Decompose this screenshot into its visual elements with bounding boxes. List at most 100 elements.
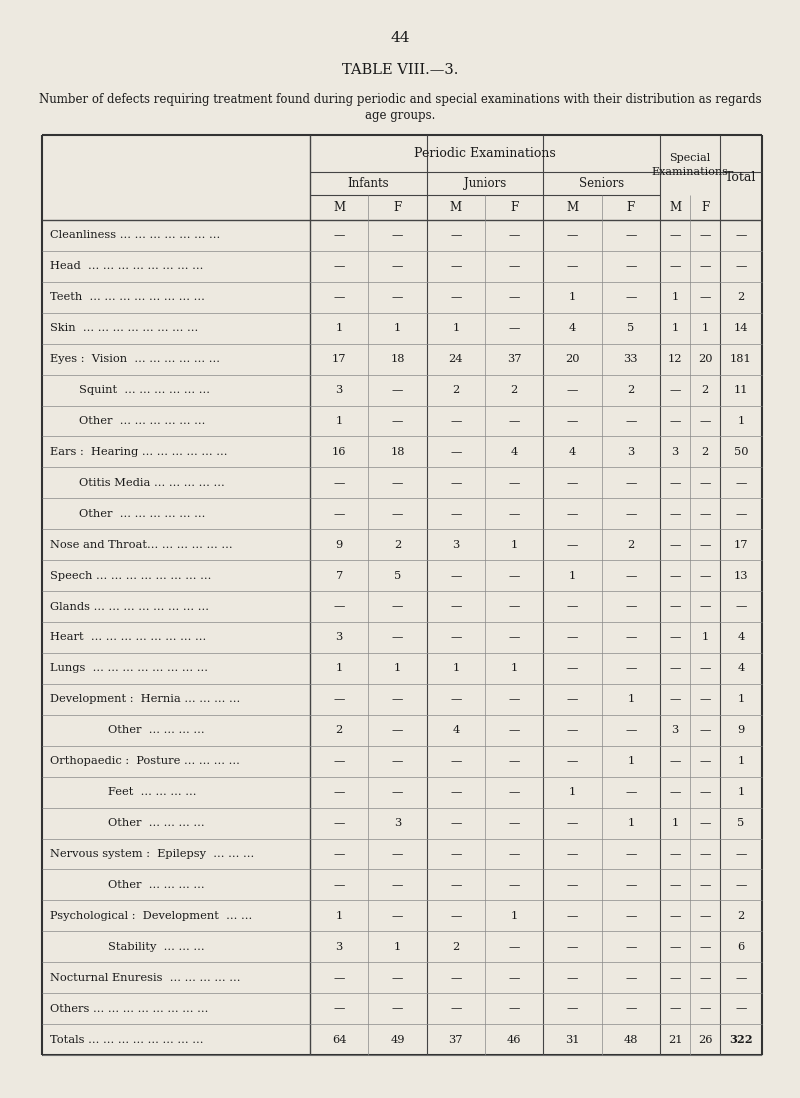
Text: 1: 1 [627, 694, 634, 704]
Text: —: — [670, 787, 681, 797]
Text: 26: 26 [698, 1034, 712, 1044]
Text: —: — [509, 1004, 520, 1013]
Text: 1: 1 [738, 694, 745, 704]
Text: 1: 1 [510, 663, 518, 673]
Text: —: — [670, 602, 681, 612]
Text: —: — [670, 973, 681, 983]
Text: —: — [392, 508, 403, 518]
Text: Otitis Media … … … … …: Otitis Media … … … … … [50, 478, 225, 488]
Text: 1: 1 [671, 818, 678, 828]
Text: 49: 49 [390, 1034, 405, 1044]
Text: 4: 4 [738, 663, 745, 673]
Text: 2: 2 [452, 385, 459, 395]
Text: —: — [392, 694, 403, 704]
Text: —: — [392, 726, 403, 736]
Text: 3: 3 [335, 385, 342, 395]
Text: 2: 2 [702, 385, 709, 395]
Text: Number of defects requiring treatment found during periodic and special examinat: Number of defects requiring treatment fo… [38, 93, 762, 107]
Text: Others … … … … … … … …: Others … … … … … … … … [50, 1004, 208, 1013]
Text: —: — [735, 231, 746, 240]
Text: —: — [699, 757, 710, 766]
Text: M: M [669, 201, 681, 214]
Text: —: — [735, 261, 746, 271]
Text: —: — [567, 416, 578, 426]
Text: 37: 37 [507, 355, 522, 365]
Text: 44: 44 [390, 31, 410, 45]
Text: 12: 12 [668, 355, 682, 365]
Text: —: — [567, 694, 578, 704]
Text: Feet  … … … …: Feet … … … … [50, 787, 197, 797]
Text: —: — [625, 231, 637, 240]
Text: —: — [509, 787, 520, 797]
Text: —: — [392, 478, 403, 488]
Text: —: — [625, 849, 637, 859]
Text: 5: 5 [738, 818, 745, 828]
Text: Other  … … … … … …: Other … … … … … … [50, 508, 206, 518]
Text: —: — [567, 911, 578, 921]
Text: 2: 2 [627, 385, 634, 395]
Text: 1: 1 [569, 787, 576, 797]
Text: 48: 48 [623, 1034, 638, 1044]
Text: 5: 5 [394, 571, 401, 581]
Text: —: — [567, 385, 578, 395]
Text: Speech … … … … … … … …: Speech … … … … … … … … [50, 571, 211, 581]
Text: 1: 1 [702, 632, 709, 642]
Text: F: F [701, 201, 709, 214]
Text: 1: 1 [569, 292, 576, 302]
Text: 2: 2 [702, 447, 709, 457]
Text: Nocturnal Enuresis  … … … … …: Nocturnal Enuresis … … … … … [50, 973, 241, 983]
Text: —: — [567, 508, 578, 518]
Text: —: — [625, 879, 637, 889]
Text: Other  … … … …: Other … … … … [50, 879, 205, 889]
Text: M: M [333, 201, 346, 214]
Text: —: — [670, 879, 681, 889]
Text: —: — [509, 416, 520, 426]
Text: —: — [392, 385, 403, 395]
Text: —: — [699, 292, 710, 302]
Text: 18: 18 [390, 447, 405, 457]
Text: —: — [670, 508, 681, 518]
Text: Head  … … … … … … … …: Head … … … … … … … … [50, 261, 203, 271]
Text: 322: 322 [729, 1034, 753, 1045]
Text: —: — [509, 323, 520, 333]
Text: —: — [392, 416, 403, 426]
Text: —: — [625, 571, 637, 581]
Text: —: — [509, 571, 520, 581]
Text: 20: 20 [566, 355, 580, 365]
Text: —: — [450, 571, 462, 581]
Text: —: — [699, 818, 710, 828]
Text: —: — [567, 478, 578, 488]
Text: —: — [392, 261, 403, 271]
Text: 4: 4 [452, 726, 459, 736]
Text: —: — [670, 942, 681, 952]
Text: —: — [567, 663, 578, 673]
Text: 7: 7 [335, 571, 342, 581]
Text: —: — [625, 787, 637, 797]
Text: Special
Examinations: Special Examinations [651, 154, 729, 177]
Text: —: — [699, 508, 710, 518]
Text: —: — [567, 261, 578, 271]
Text: —: — [699, 849, 710, 859]
Text: Development :  Hernia … … … …: Development : Hernia … … … … [50, 694, 240, 704]
Text: 1: 1 [452, 663, 459, 673]
Text: 1: 1 [627, 818, 634, 828]
Text: Cleanliness … … … … … … …: Cleanliness … … … … … … … [50, 231, 220, 240]
Text: —: — [567, 1004, 578, 1013]
Text: 1: 1 [738, 757, 745, 766]
Text: —: — [699, 942, 710, 952]
Text: —: — [735, 973, 746, 983]
Text: 1: 1 [627, 757, 634, 766]
Text: —: — [334, 508, 345, 518]
Text: —: — [625, 602, 637, 612]
Text: —: — [509, 726, 520, 736]
Text: —: — [567, 757, 578, 766]
Text: —: — [334, 818, 345, 828]
Text: 2: 2 [335, 726, 342, 736]
Text: —: — [670, 261, 681, 271]
Text: 2: 2 [394, 540, 401, 550]
Text: Periodic Examinations: Periodic Examinations [414, 147, 556, 160]
Text: 5: 5 [627, 323, 634, 333]
Text: 24: 24 [449, 355, 463, 365]
Text: —: — [735, 1004, 746, 1013]
Text: Heart  … … … … … … … …: Heart … … … … … … … … [50, 632, 206, 642]
